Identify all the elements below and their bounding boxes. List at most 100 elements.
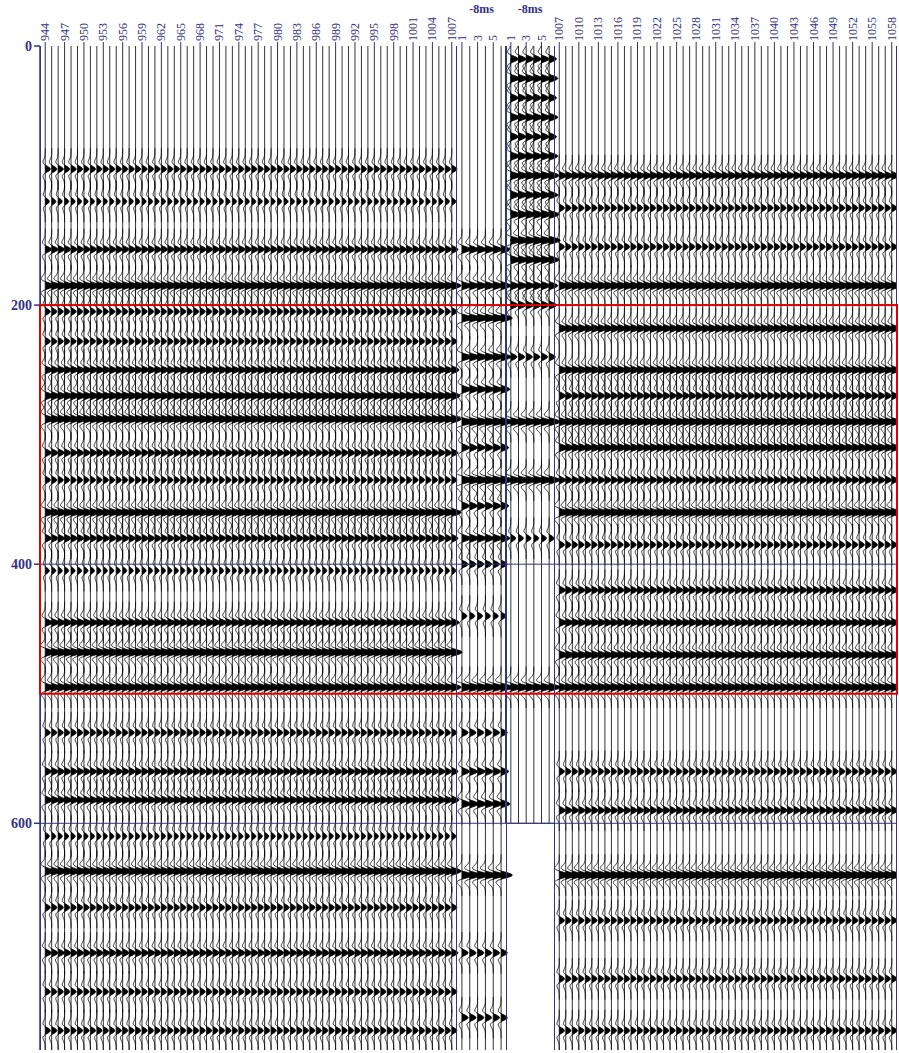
x-tick-label: 1034 bbox=[728, 17, 742, 41]
x-tick bbox=[559, 42, 560, 46]
event-wiggle bbox=[557, 751, 897, 792]
x-tick-label: 1025 bbox=[670, 17, 684, 41]
event-fill bbox=[511, 518, 554, 559]
event-fill bbox=[511, 135, 558, 176]
x-tick-label: 1046 bbox=[807, 17, 821, 41]
panel-title: -8ms bbox=[518, 2, 543, 16]
event-wiggle bbox=[42, 751, 458, 792]
grid-line bbox=[40, 823, 897, 824]
event-wiggle bbox=[555, 401, 897, 442]
x-tick bbox=[461, 42, 462, 46]
event-wiggle bbox=[556, 375, 897, 416]
x-tick bbox=[793, 42, 794, 46]
event-wiggle bbox=[460, 595, 506, 636]
event-fill bbox=[462, 783, 510, 824]
x-tick bbox=[45, 42, 46, 46]
y-tick-label: 600 bbox=[11, 816, 32, 831]
x-tick bbox=[526, 42, 527, 46]
event-wiggle bbox=[43, 459, 457, 500]
event-fill bbox=[45, 398, 461, 439]
x-tick bbox=[510, 42, 511, 46]
event-fill bbox=[45, 816, 456, 857]
x-tick bbox=[161, 42, 162, 46]
x-tick-label: 1001 bbox=[406, 17, 420, 41]
event-wiggle bbox=[506, 220, 560, 261]
x-tick bbox=[774, 42, 775, 46]
event-fill bbox=[45, 459, 457, 500]
x-tick bbox=[493, 42, 494, 46]
x-tick-label: 1037 bbox=[748, 17, 762, 41]
x-tick-label: 974 bbox=[232, 23, 246, 41]
x-tick-label: 5 bbox=[535, 35, 549, 41]
x-tick bbox=[200, 42, 201, 46]
seismic-section: 9449479509539569599629659689719749779809… bbox=[0, 0, 899, 1053]
x-tick bbox=[598, 42, 599, 46]
y-tick-label: 400 bbox=[11, 557, 32, 572]
event-wiggle bbox=[42, 602, 459, 643]
panel-border bbox=[456, 46, 457, 1050]
x-tick-label: 980 bbox=[271, 23, 285, 41]
x-tick-label: 965 bbox=[174, 23, 188, 41]
x-tick bbox=[316, 42, 317, 46]
x-tick bbox=[393, 42, 394, 46]
x-tick bbox=[657, 42, 658, 46]
x-tick-label: 950 bbox=[77, 23, 91, 41]
x-tick bbox=[83, 42, 84, 46]
x-tick-label: 971 bbox=[212, 23, 226, 41]
x-tick-label: 1007 bbox=[552, 17, 566, 41]
event-wiggle bbox=[43, 887, 457, 928]
event-wiggle bbox=[458, 369, 510, 410]
x-tick-label: 947 bbox=[58, 23, 72, 41]
x-tick-label: 1010 bbox=[572, 17, 586, 41]
event-wiggle bbox=[41, 667, 461, 708]
event-fill bbox=[45, 712, 457, 753]
event-fill bbox=[45, 887, 457, 928]
x-tick-label: 998 bbox=[387, 23, 401, 41]
event-wiggle bbox=[459, 712, 507, 753]
y-tick-label: 0 bbox=[25, 39, 32, 54]
event-fill bbox=[45, 265, 461, 306]
event-wiggle bbox=[557, 958, 897, 999]
x-tick bbox=[578, 42, 579, 46]
x-tick bbox=[735, 42, 736, 46]
x-tick bbox=[413, 42, 414, 46]
x-tick-label: 995 bbox=[367, 23, 381, 41]
x-tick bbox=[142, 42, 143, 46]
event-fill bbox=[45, 148, 457, 189]
x-tick-label: 962 bbox=[154, 23, 168, 41]
x-tick-label: 977 bbox=[251, 23, 265, 41]
event-wiggle bbox=[42, 932, 458, 973]
x-tick bbox=[477, 42, 478, 46]
event-fill bbox=[45, 291, 457, 332]
x-tick-label: 944 bbox=[38, 23, 52, 41]
x-tick-label: 1028 bbox=[689, 17, 703, 41]
y-tick-label: 200 bbox=[11, 298, 32, 313]
x-tick-label: 1040 bbox=[767, 17, 781, 41]
panel bbox=[456, 46, 513, 1050]
x-tick bbox=[676, 42, 677, 46]
y-tick bbox=[34, 45, 40, 47]
panel bbox=[506, 46, 560, 823]
event-fill bbox=[559, 265, 897, 306]
event-wiggle bbox=[459, 932, 507, 973]
x-tick-label: 989 bbox=[329, 23, 343, 41]
x-tick bbox=[103, 42, 104, 46]
x-tick bbox=[354, 42, 355, 46]
x-tick bbox=[122, 42, 123, 46]
event-wiggle bbox=[43, 550, 456, 591]
event-wiggle bbox=[43, 321, 457, 362]
x-tick bbox=[238, 42, 239, 46]
x-tick bbox=[715, 42, 716, 46]
x-tick bbox=[180, 42, 181, 46]
x-tick-label: 3 bbox=[471, 35, 485, 41]
plot-area bbox=[41, 46, 897, 1050]
panel-border bbox=[554, 46, 555, 1050]
event-wiggle bbox=[457, 336, 511, 377]
x-tick-label: 1013 bbox=[591, 17, 605, 41]
event-wiggle bbox=[556, 790, 897, 831]
x-tick-label: 986 bbox=[309, 23, 323, 41]
event-fill bbox=[511, 58, 558, 99]
event-wiggle bbox=[457, 854, 512, 895]
event-wiggle bbox=[557, 187, 897, 228]
event-wiggle bbox=[43, 1010, 457, 1050]
